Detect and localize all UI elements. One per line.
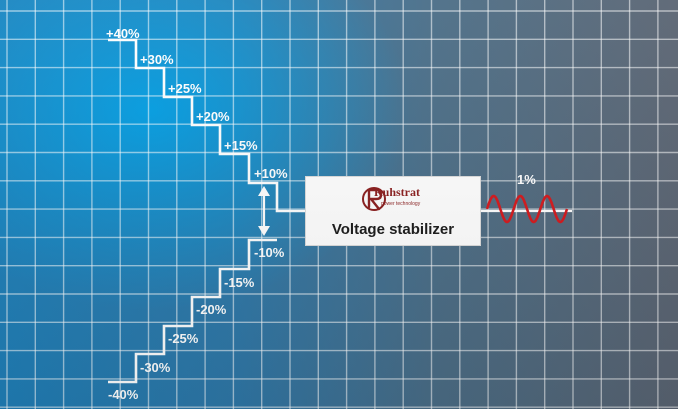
upper-staircase bbox=[108, 38, 305, 213]
staircase-up-line bbox=[108, 38, 305, 213]
label-plus-10: +10% bbox=[254, 166, 288, 181]
voltage-stabilizer-label: Voltage stabilizer bbox=[331, 221, 455, 238]
label-minus-30: -30% bbox=[140, 360, 171, 375]
label-plus-15: +15% bbox=[224, 138, 258, 153]
logo-r-mark-icon bbox=[362, 187, 386, 211]
tolerance-double-arrow bbox=[258, 186, 270, 236]
label-minus-25: -25% bbox=[168, 331, 199, 346]
logo-wordmark: Ruhstrat bbox=[374, 185, 421, 199]
arrow-head-down bbox=[258, 226, 270, 236]
logo-tagline: power technology bbox=[381, 201, 421, 207]
label-plus-40: +40% bbox=[106, 26, 140, 41]
label-plus-25: +25% bbox=[168, 81, 202, 96]
label-plus-20: +20% bbox=[196, 109, 230, 124]
label-minus-10: -10% bbox=[254, 245, 285, 260]
sine-wave-path bbox=[485, 194, 569, 224]
ruhstrat-logo: Ruhstrat power technology bbox=[361, 181, 431, 217]
staircase-down-line bbox=[108, 238, 277, 384]
label-minus-15: -15% bbox=[224, 275, 255, 290]
voltage-stabilizer-box: Ruhstrat power technology Voltage stabil… bbox=[305, 176, 481, 246]
lower-staircase bbox=[108, 238, 277, 384]
output-tolerance-label: 1% bbox=[517, 172, 536, 187]
label-minus-40: -40% bbox=[108, 387, 139, 402]
output-sine-wave bbox=[485, 194, 569, 224]
label-plus-30: +30% bbox=[140, 52, 174, 67]
label-minus-20: -20% bbox=[196, 302, 227, 317]
arrow-head-up bbox=[258, 186, 270, 196]
